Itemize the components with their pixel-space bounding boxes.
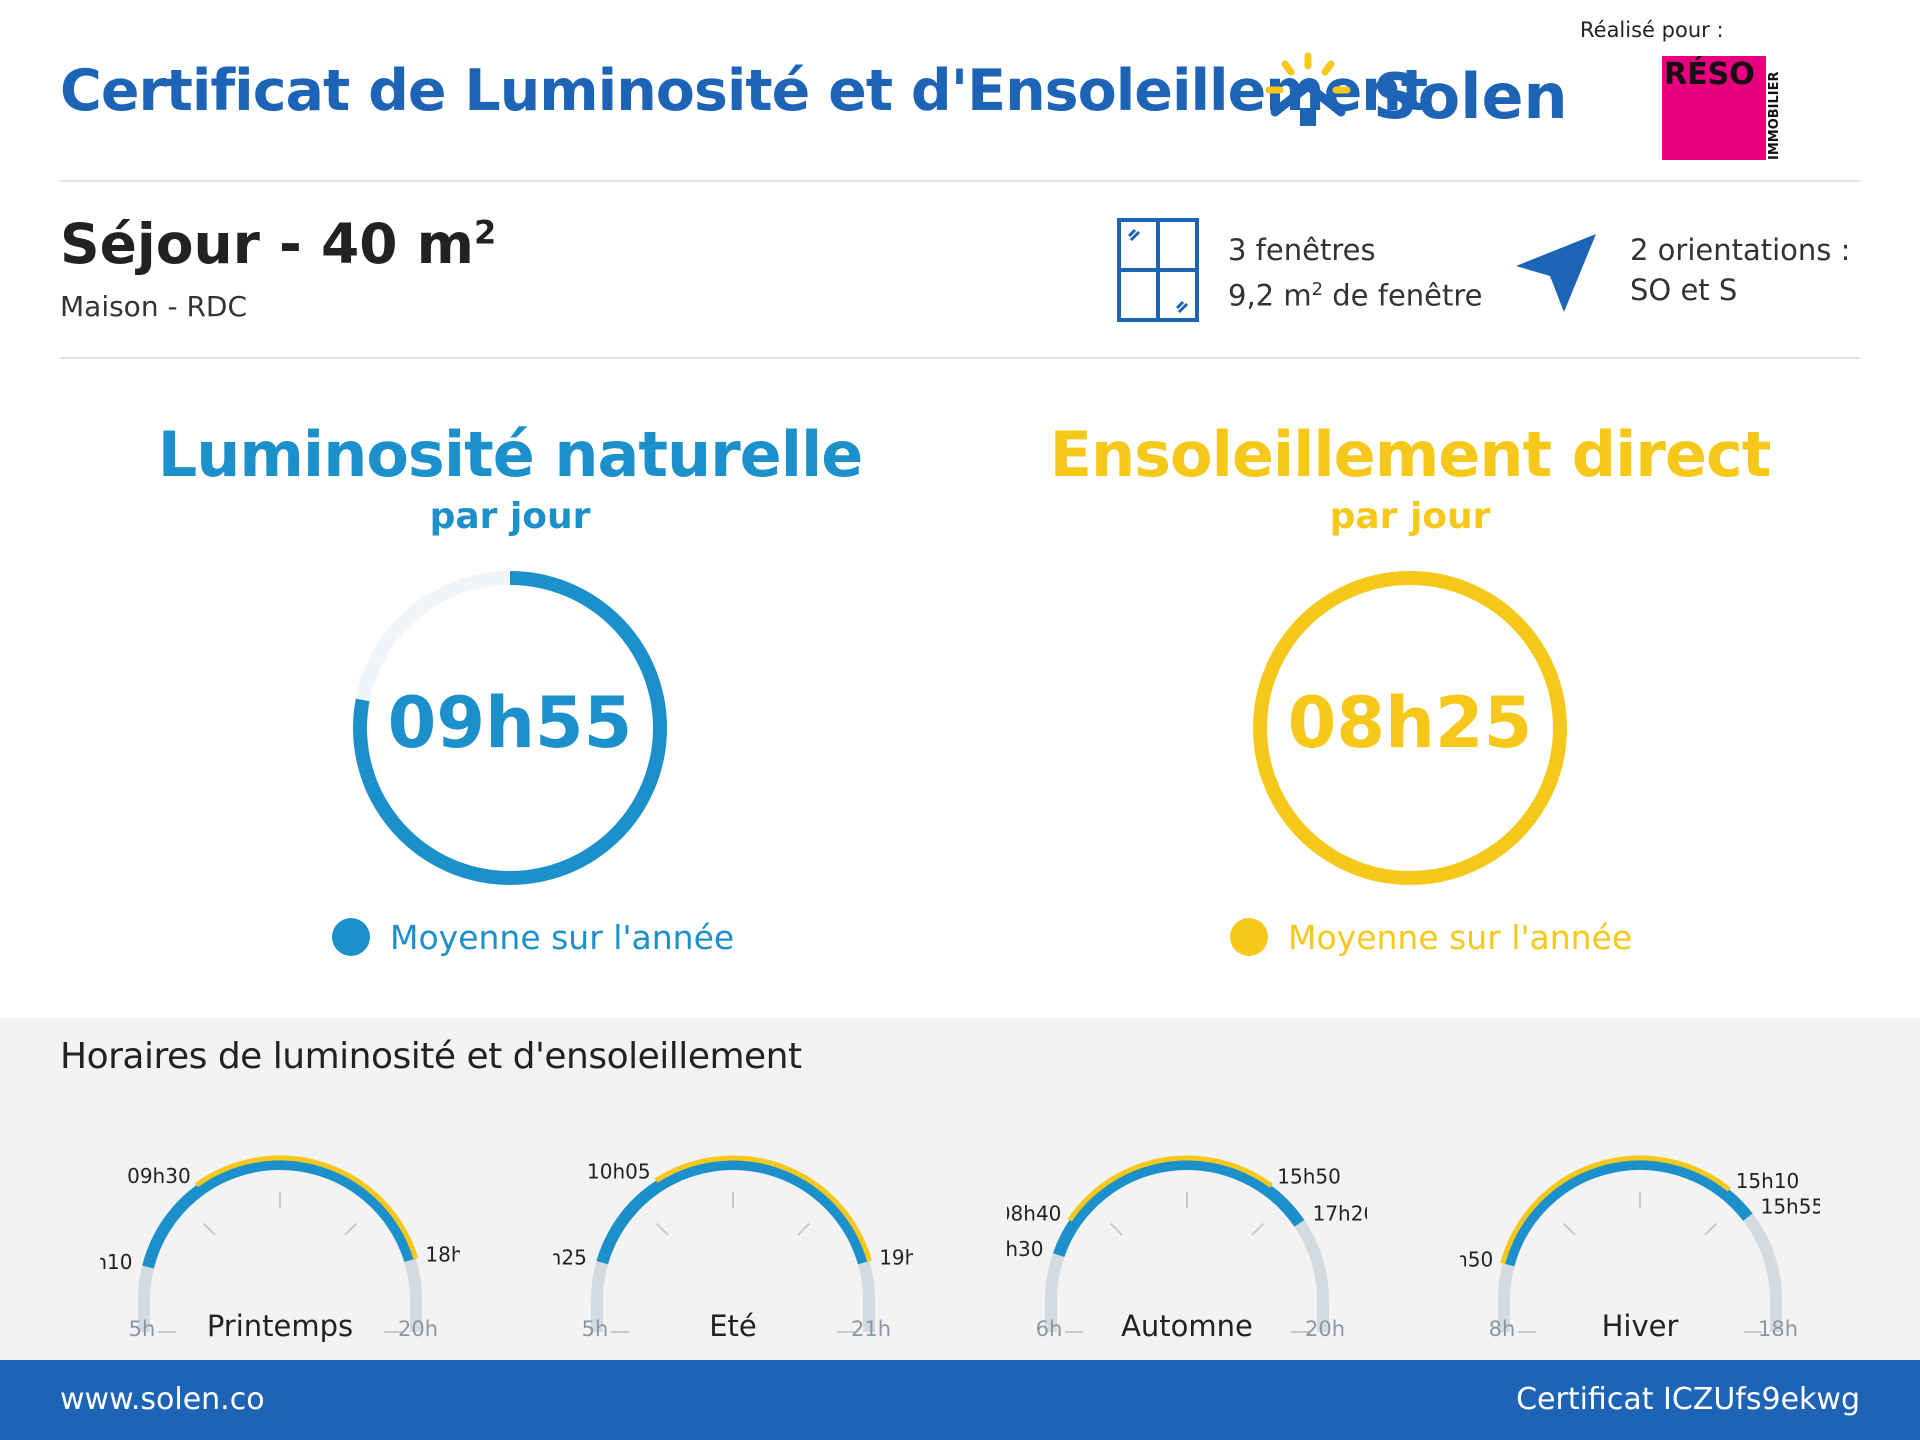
svg-text:RÉSO: RÉSO bbox=[1664, 56, 1755, 92]
sunshine-start-label: 09h30 bbox=[127, 1164, 191, 1188]
gauge-tick bbox=[1109, 1222, 1123, 1236]
sunshine-legend: Moyenne sur l'année bbox=[1230, 917, 1632, 959]
sunshine-value: 08h25 bbox=[1287, 682, 1533, 764]
gauge-start-label: 5h bbox=[582, 1317, 609, 1341]
schedule-section bbox=[0, 1018, 1920, 1360]
certificate-id: Certificat ICZUfs9ekwg bbox=[1516, 1382, 1860, 1417]
sunshine-subtitle: par jour bbox=[1329, 496, 1491, 537]
gauge-tick bbox=[797, 1222, 811, 1236]
luminosity-arc bbox=[596, 1158, 870, 1265]
luminosity-subtitle: par jour bbox=[429, 496, 591, 537]
orientation-arrow-icon bbox=[1510, 226, 1600, 318]
window-icon bbox=[1117, 218, 1199, 326]
sunshine-end-label: 15h10 bbox=[1736, 1169, 1800, 1193]
orientation-info: 2 orientations : SO et S bbox=[1630, 230, 1850, 310]
luminosity-title: Luminosité naturelle bbox=[157, 418, 864, 491]
room-location: Maison - RDC bbox=[60, 290, 248, 323]
luminosity-start-label: 07h30 bbox=[1007, 1237, 1044, 1261]
luminosity-arc bbox=[1502, 1158, 1753, 1267]
sunshine-start-label: 08h40 bbox=[1007, 1201, 1061, 1225]
luminosity-end-label: 17h20 bbox=[1313, 1201, 1367, 1225]
luminosity-arc bbox=[142, 1158, 416, 1269]
luminosity-start-label: 06h10 bbox=[100, 1250, 133, 1274]
gauge-tick bbox=[1562, 1222, 1576, 1236]
gauge-tick bbox=[1251, 1222, 1265, 1236]
room-title: Séjour - 40 m2 bbox=[60, 212, 497, 276]
gauge-autumn: 6h 20h Automne 08h40 15h50 07h30 17h20 bbox=[980, 1140, 1376, 1360]
legend-dot bbox=[332, 917, 370, 956]
sunshine-arc bbox=[195, 1155, 419, 1260]
sunshine-end-label: 18h35 bbox=[425, 1243, 460, 1267]
reso-immobilier-logo: RÉSO IMMOBILIER bbox=[1662, 56, 1784, 164]
gauge-track bbox=[591, 1158, 875, 1301]
orientation-count: 2 orientations : bbox=[1630, 233, 1851, 267]
footer-bar bbox=[0, 1360, 1920, 1440]
gauge-tick bbox=[655, 1222, 669, 1236]
sunshine-ring-arc bbox=[1253, 571, 1567, 885]
gauge-tick bbox=[1704, 1222, 1718, 1236]
gauge-start-label: 5h bbox=[129, 1317, 156, 1341]
gauge-end-label: 20h bbox=[398, 1317, 438, 1341]
legend-dot bbox=[1230, 917, 1268, 956]
website-link[interactable]: www.solen.co bbox=[60, 1382, 265, 1417]
gauge-spring: 5h 20h Printemps 09h30 18h35 06h10 bbox=[69, 1140, 489, 1360]
sunshine-start-label: 10h05 bbox=[587, 1159, 651, 1183]
sunshine-end-label: 15h50 bbox=[1277, 1165, 1341, 1189]
brand-name: Solen bbox=[1373, 60, 1568, 133]
luminosity-legend: Moyenne sur l'année bbox=[332, 917, 734, 959]
luminosity-ring-arc bbox=[353, 571, 667, 885]
sunshine-arc bbox=[1067, 1155, 1273, 1222]
sunshine-start-label: 08h50 bbox=[1460, 1248, 1493, 1272]
gauge-end-label: 20h bbox=[1305, 1317, 1345, 1341]
luminosity-end-label: 15h55 bbox=[1761, 1195, 1820, 1219]
svg-text:IMMOBILIER: IMMOBILIER bbox=[1767, 71, 1782, 160]
solen-logo-icon bbox=[1263, 52, 1353, 136]
orientation-values: SO et S bbox=[1630, 273, 1738, 307]
gauge-tick bbox=[344, 1222, 358, 1236]
season-name: Printemps bbox=[207, 1309, 353, 1343]
made-for-label: Réalisé pour : bbox=[1580, 18, 1724, 42]
season-name: Hiver bbox=[1602, 1309, 1679, 1343]
windows-area: 9,2 m2 de fenêtre bbox=[1228, 278, 1483, 313]
luminosity-arc bbox=[1052, 1158, 1305, 1258]
divider bbox=[60, 180, 1860, 182]
gauge-end-label: 21h bbox=[851, 1317, 891, 1341]
sunshine-arc bbox=[654, 1155, 872, 1262]
gauge-end-label: 18h bbox=[1758, 1317, 1798, 1341]
windows-count: 3 fenêtres bbox=[1228, 233, 1376, 267]
schedule-title: Horaires de luminosité et d'ensoleilleme… bbox=[60, 1036, 802, 1077]
sunshine-end-label: 19h35 bbox=[879, 1245, 913, 1269]
sunshine-arc bbox=[1500, 1155, 1731, 1264]
luminosity-ring bbox=[350, 568, 670, 892]
gauge-tick bbox=[202, 1222, 216, 1236]
gauge-summer: 5h 21h Eté 10h05 19h35 06h25 bbox=[523, 1140, 943, 1360]
sunshine-title: Ensoleillement direct bbox=[1049, 418, 1772, 491]
certificate-title: Certificat de Luminosité et d'Ensoleille… bbox=[60, 58, 1428, 124]
windows-info: 3 fenêtres 9,2 m2 de fenêtre bbox=[1228, 230, 1483, 316]
luminosity-value: 09h55 bbox=[387, 682, 633, 764]
luminosity-start-label: 06h25 bbox=[553, 1245, 587, 1269]
season-name: Automne bbox=[1121, 1309, 1253, 1343]
season-name: Eté bbox=[709, 1309, 757, 1343]
gauge-start-label: 8h bbox=[1489, 1317, 1516, 1341]
sunshine-ring bbox=[1250, 568, 1570, 892]
gauge-start-label: 6h bbox=[1036, 1317, 1063, 1341]
divider bbox=[60, 357, 1860, 359]
